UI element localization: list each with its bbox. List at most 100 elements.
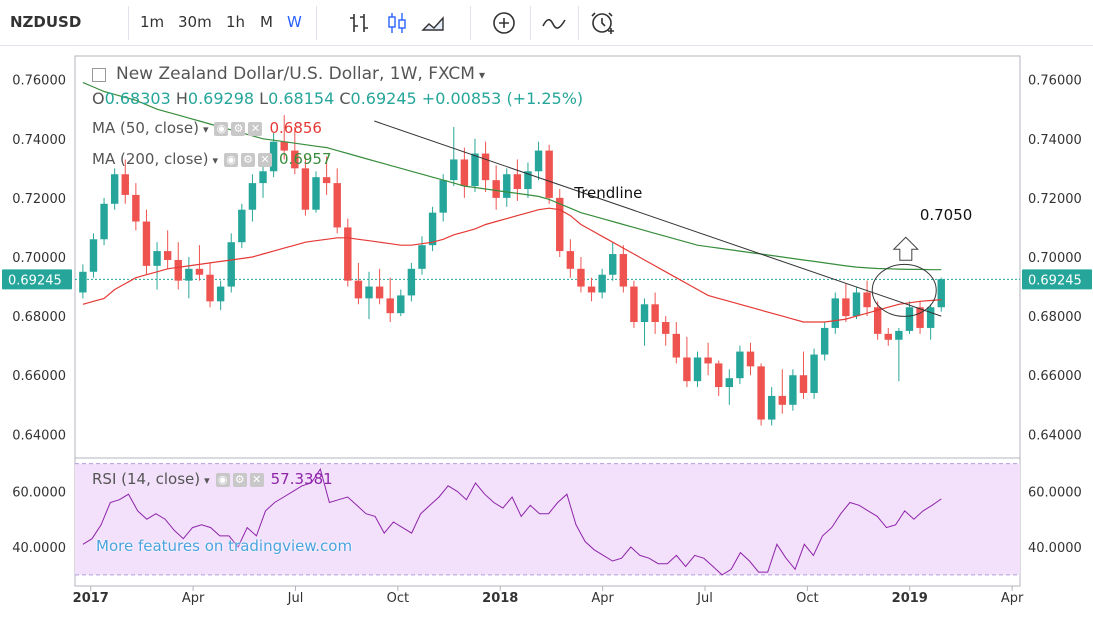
chevron-down-icon[interactable]: ▾	[212, 154, 219, 167]
close-icon[interactable]: ✕	[258, 153, 273, 167]
candle-body	[789, 375, 797, 405]
collapse-legend-icon[interactable]	[92, 67, 106, 82]
candle-body	[609, 254, 617, 275]
settings-icon[interactable]: ⚙	[231, 122, 246, 136]
candle-body	[820, 327, 829, 355]
candle-body	[704, 357, 712, 364]
rsi-band	[75, 463, 1020, 575]
add-indicator-icon[interactable]	[490, 9, 518, 37]
chart-area[interactable]: 2017 Apr Jul Oct 2018 Apr Jul Oct 2019 Apr 0.76000…	[0, 50, 1093, 623]
close-icon[interactable]: ✕	[248, 122, 263, 136]
candle-body	[301, 168, 310, 210]
x-tick-label: 2017	[73, 591, 109, 606]
candle-body	[778, 395, 787, 405]
candle-body	[163, 251, 172, 260]
y-tick-label-left: 0.68000	[12, 310, 66, 325]
candle-body	[450, 159, 458, 181]
interval-30m-button[interactable]: 30m	[178, 13, 212, 31]
price-badge-left-label: 0.69245	[8, 273, 62, 288]
tradingview-watermark[interactable]: More features on tradingview.com	[96, 537, 353, 555]
candle-body	[884, 333, 892, 340]
x-tick-label: 2019	[892, 591, 928, 606]
x-tick-label: Apr	[1001, 591, 1024, 606]
toolbar-divider	[128, 6, 129, 40]
candle-body	[905, 307, 914, 331]
chevron-down-icon[interactable]: ▾	[202, 123, 209, 136]
settings-icon[interactable]: ⚙	[232, 473, 247, 487]
candle-body	[524, 171, 532, 190]
visibility-icon[interactable]: ◉	[215, 473, 230, 487]
x-tick-label: Oct	[796, 591, 818, 606]
candle-body	[100, 203, 108, 240]
candle-body	[895, 330, 903, 340]
interval-1h-button[interactable]: 1h	[226, 13, 246, 31]
symbol-search-button[interactable]: NZDUSD	[10, 13, 82, 31]
legend-ma50-row: MA (50, close) ▾ ◉ ⚙ ✕ 0.6856	[92, 119, 322, 138]
candle-body	[227, 242, 235, 287]
candle-body	[460, 159, 469, 187]
candle-body	[386, 298, 394, 314]
visibility-icon[interactable]: ◉	[214, 122, 229, 136]
close-icon[interactable]: ✕	[249, 473, 264, 487]
candle-body	[121, 174, 129, 195]
candle-body	[640, 304, 649, 323]
ma200-value: 0.6957	[279, 150, 332, 168]
candle-body	[185, 268, 193, 281]
interval-1m-button[interactable]: 1m	[140, 13, 165, 31]
toolbar-divider	[530, 6, 531, 40]
interval-m-button[interactable]: M	[260, 13, 273, 31]
x-tick-label: Jul	[696, 591, 713, 606]
toolbar-divider	[578, 6, 579, 40]
candle-body	[810, 354, 818, 393]
ma50-line	[82, 207, 942, 323]
candle-body	[545, 150, 553, 198]
candle-body	[407, 268, 416, 296]
candle-body	[746, 351, 755, 367]
y-tick-label-right: 0.64000	[1028, 428, 1082, 443]
candle-body	[471, 153, 479, 187]
candle-body	[683, 357, 691, 382]
candle-body	[577, 268, 585, 287]
bar-chart-icon[interactable]	[345, 9, 373, 37]
rsi-tick-label-right: 60.0000	[1028, 485, 1082, 500]
price-chart[interactable]: 2017 Apr Jul Oct 2018 Apr Jul Oct 2019 Apr 0.76000…	[0, 50, 1093, 623]
compare-icon[interactable]	[540, 9, 568, 37]
area-chart-icon[interactable]	[420, 9, 448, 37]
candle-body	[503, 174, 511, 198]
rsi-tick-label-left: 60.0000	[12, 485, 66, 500]
candle-body	[365, 286, 373, 299]
ma50-value: 0.6856	[269, 119, 322, 137]
rsi-line	[82, 467, 942, 576]
toolbar-divider	[316, 6, 317, 40]
chevron-down-icon[interactable]: ▾	[204, 474, 210, 487]
price-badge-label: 0.69245	[1028, 273, 1082, 288]
y-tick-label-left: 0.72000	[12, 192, 66, 207]
candle-body	[397, 295, 405, 314]
settings-icon[interactable]: ⚙	[241, 153, 256, 167]
y-tick-label-right: 0.66000	[1028, 369, 1082, 384]
candle-body	[799, 375, 808, 393]
ohlc-low: 0.68154	[268, 89, 335, 108]
x-tick-label: Apr	[591, 591, 614, 606]
candle-body	[534, 150, 543, 172]
candle-body	[556, 197, 564, 252]
candle-body	[132, 194, 140, 222]
candle-body	[375, 286, 384, 299]
candle-body	[863, 292, 871, 308]
chevron-down-icon[interactable]: ▾	[478, 68, 485, 82]
candle-body	[418, 245, 426, 269]
y-tick-label-left: 0.74000	[12, 133, 66, 148]
candle-body	[767, 395, 776, 420]
visibility-icon[interactable]: ◉	[224, 153, 239, 167]
rsi-value: 57.3381	[270, 470, 333, 488]
candle-body	[333, 183, 341, 228]
legend-ohlc-row: O0.68303 H0.69298 L0.68154 C0.69245 +0.0…	[92, 89, 584, 108]
candle-body	[566, 251, 575, 269]
y-tick-label-right: 0.76000	[1028, 74, 1082, 89]
interval-w-button[interactable]: W	[287, 13, 302, 31]
alert-clock-icon[interactable]	[589, 9, 617, 37]
candle-body	[280, 141, 288, 151]
candle-body	[587, 286, 596, 293]
candle-body	[492, 180, 500, 198]
candlestick-icon[interactable]	[383, 9, 411, 37]
